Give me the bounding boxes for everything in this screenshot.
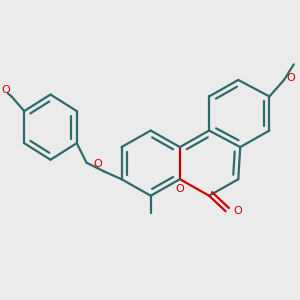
Text: O: O <box>176 184 184 194</box>
Text: O: O <box>233 206 242 216</box>
Text: O: O <box>1 85 10 95</box>
Text: O: O <box>93 159 102 169</box>
Text: O: O <box>286 74 295 83</box>
